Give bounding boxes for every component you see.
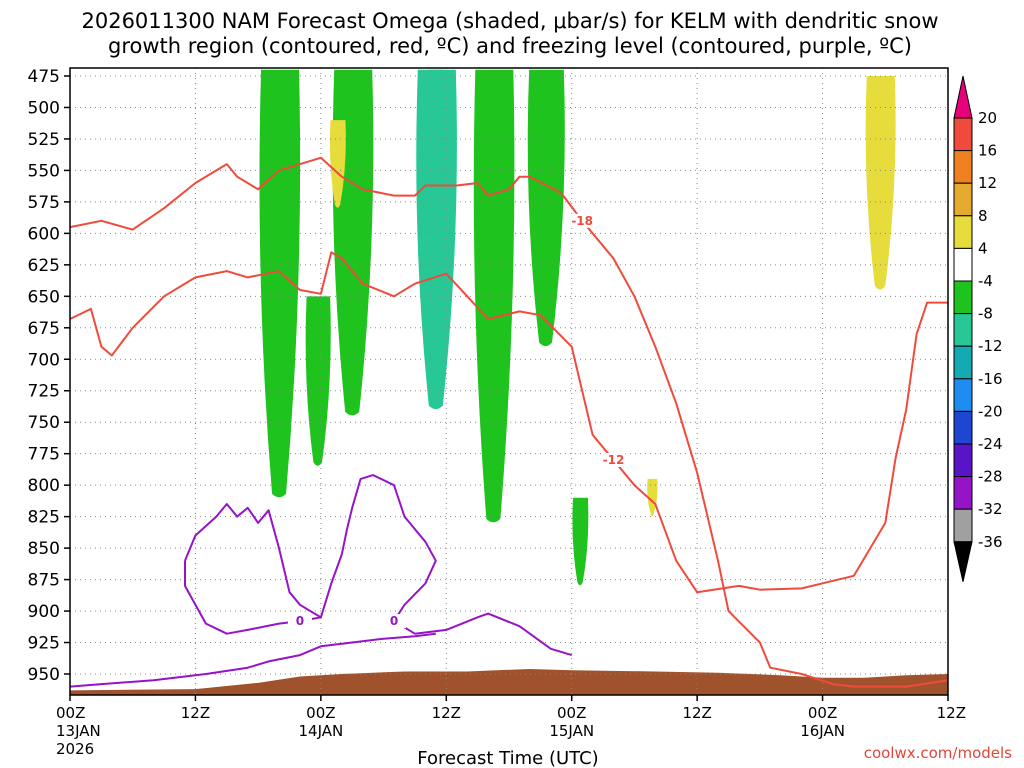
isotherm-label-freezing-level-left: 0: [296, 614, 304, 628]
y-tick-label-875: 875: [28, 571, 60, 591]
omega-shading: [259, 69, 896, 586]
y-tick-label-525: 525: [28, 130, 60, 150]
x-tick-date-0: 13JAN: [56, 722, 101, 740]
x-axis-title: Forecast Time (UTC): [417, 748, 598, 768]
colorbar-segment-10: [953, 443, 973, 478]
y-tick-label-625: 625: [28, 256, 60, 276]
y-tick-label-500: 500: [28, 98, 60, 118]
colorbar: 20 16 12 8 4 -4 -8 -12 -16 -20 -24 -28 -32 -36: [953, 75, 1003, 582]
y-tick-label-575: 575: [28, 193, 60, 213]
colorbar-segment-2: [953, 182, 973, 217]
y-tick-label-850: 850: [28, 539, 60, 559]
y-tick-label-750: 750: [28, 413, 60, 433]
plot-frame: [69, 67, 949, 696]
y-tick-label-900: 900: [28, 602, 60, 622]
isotherm-label-bg-1: [570, 213, 595, 228]
colorbar-segment-1: [953, 150, 973, 184]
colorbar-segment-12: [953, 508, 973, 543]
y-tick-label-825: 825: [28, 508, 60, 528]
y-tick-label-800: 800: [28, 476, 60, 496]
isotherm-label-bg-2: [287, 614, 312, 629]
x-tick-date-2: 14JAN: [298, 722, 343, 740]
x-tick-time-3: 12Z: [432, 704, 461, 722]
x-tick-time-0: 00Z: [56, 704, 85, 722]
isotherm-label-bg-0: [601, 452, 626, 467]
omega-region-1: [305, 296, 331, 466]
y-tick-label-775: 775: [28, 445, 60, 465]
colorbar-label-7: -12: [978, 337, 1003, 355]
isotherm-freezing-level-ground: [69, 632, 436, 688]
isotherm-label-dgz-top: -18: [571, 214, 593, 228]
y-tick-label-475: 475: [28, 67, 60, 87]
colorbar-label-2: 12: [978, 174, 997, 192]
colorbar-segment-7: [953, 345, 973, 380]
isotherm-label-bg-3: [382, 614, 407, 629]
colorbar-label-1: 16: [978, 142, 997, 160]
y-tick-label-925: 925: [28, 634, 60, 654]
colorbar-label-10: -24: [978, 435, 1003, 453]
colorbar-segment-6: [953, 313, 973, 347]
colorbar-segment-8: [953, 378, 973, 412]
site-credit: coolwx.com/models: [864, 744, 1012, 762]
omega-region-8: [647, 478, 658, 517]
omega-region-0: [259, 69, 301, 498]
omega-region-7: [329, 120, 346, 208]
x-tick-date-4: 15JAN: [549, 722, 594, 740]
colorbar-label-13: -36: [978, 533, 1003, 551]
plot-area: -12 -18 0 0: [69, 67, 949, 696]
omega-region-9: [865, 76, 896, 290]
colorbar-bottom-arrow: [953, 541, 973, 582]
y-tick-label-725: 725: [28, 382, 60, 402]
y-tick-label-950: 950: [28, 665, 60, 685]
x-tick-year-0: 2026: [56, 740, 94, 758]
colorbar-label-4: 4: [978, 239, 988, 257]
x-tick-time-1: 12Z: [181, 704, 210, 722]
colorbar-label-0: 20: [978, 109, 997, 127]
colorbar-segment-3: [953, 215, 973, 249]
colorbar-label-12: -32: [978, 500, 1003, 518]
colorbar-segment-9: [953, 410, 973, 445]
y-tick-label-600: 600: [28, 224, 60, 244]
x-tick-time-7: 12Z: [937, 704, 966, 722]
x-tick-time-2: 00Z: [306, 704, 335, 722]
colorbar-label-11: -28: [978, 468, 1003, 486]
colorbar-top-arrow: [953, 75, 973, 119]
isotherm-label-dgz-bottom: -12: [603, 453, 625, 467]
x-tick-time-6: 00Z: [808, 704, 837, 722]
colorbar-label-6: -8: [978, 305, 993, 323]
contours: -12 -18 0 0: [69, 156, 949, 688]
isotherm-label-freezing-level-mid: 0: [390, 614, 398, 628]
colorbar-segment-11: [953, 476, 973, 510]
colorbar-segment-5: [953, 280, 973, 315]
y-tick-label-675: 675: [28, 319, 60, 339]
colorbar-label-5: -4: [978, 272, 993, 290]
colorbar-label-9: -20: [978, 402, 1003, 420]
y-tick-label-650: 650: [28, 287, 60, 307]
isotherm-freezing-level-mid: [319, 474, 572, 657]
chart-title-line2: growth region (contoured, red, ºC) and f…: [108, 34, 912, 58]
terrain-layer: [70, 668, 948, 695]
x-tick-date-6: 16JAN: [800, 722, 845, 740]
omega-core-3: [428, 69, 443, 257]
y-tick-label-700: 700: [28, 350, 60, 370]
x-tick-time-5: 12Z: [682, 704, 711, 722]
colorbar-segment-0: [953, 117, 973, 152]
x-tick-time-4: 00Z: [557, 704, 586, 722]
y-axis: 475 500 525 550 575 600 625 650 675 700 725 750 775 8…: [28, 67, 70, 685]
terrain-fill: [70, 668, 948, 695]
isotherm-dgz-top: [69, 156, 949, 688]
colorbar-label-3: 8: [978, 207, 988, 225]
omega-region-4: [473, 69, 515, 523]
chart-title-line1: 2026011300 NAM Forecast Omega (shaded, μ…: [81, 9, 938, 33]
omega-region-6: [572, 497, 589, 586]
colorbar-segment-4: [953, 247, 973, 282]
y-tick-label-550: 550: [28, 161, 60, 181]
isotherm-dgz-bottom: [69, 251, 948, 594]
colorbar-label-8: -16: [978, 370, 1003, 388]
isotherm-freezing-level-left: [184, 503, 322, 635]
omega-region-3: [416, 69, 457, 410]
